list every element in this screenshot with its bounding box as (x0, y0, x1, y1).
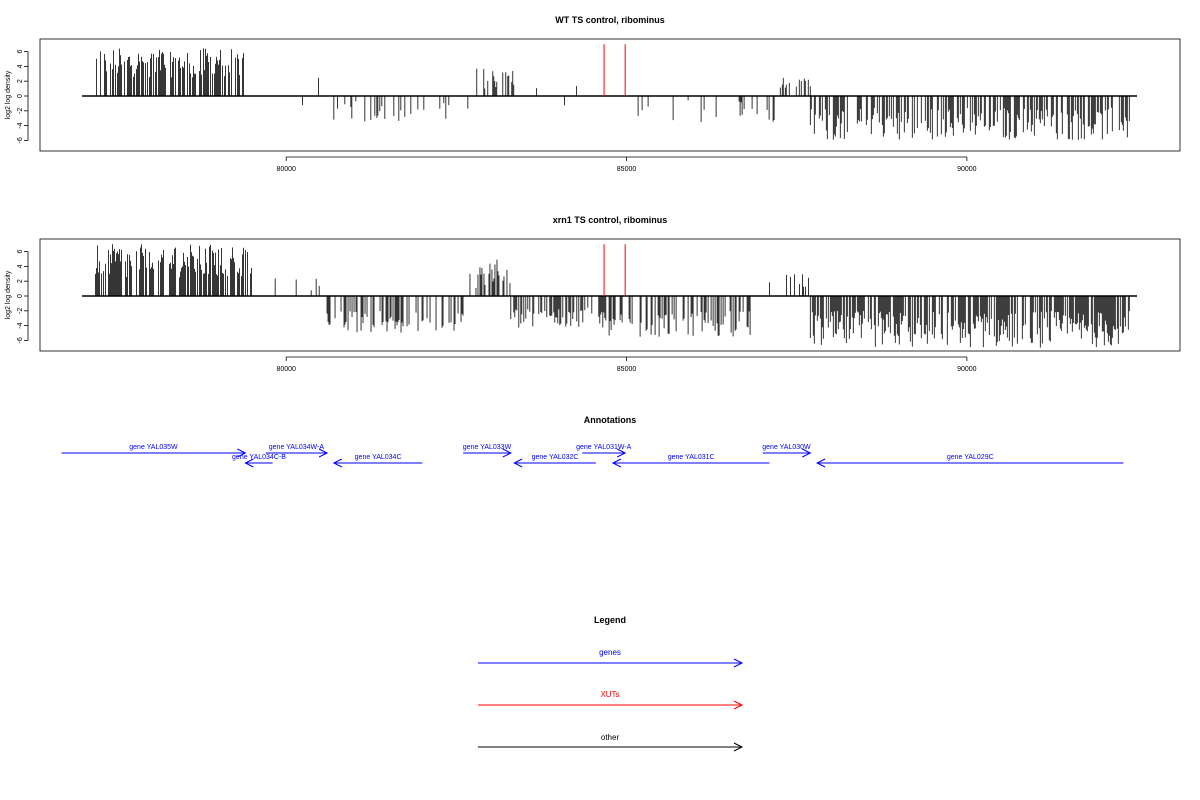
gene-arrow-head (237, 448, 247, 458)
y-axis: -6 -4 -2 0 2 4 6 (17, 250, 29, 344)
gene-annotation: gene YAL033W (463, 444, 512, 458)
x-tick-label: 90000 (957, 166, 977, 173)
gene-label: gene YAL034C (355, 454, 402, 461)
annotations-track: Annotations gene YAL035W gene YAL034W-Age… (61, 415, 1124, 468)
gene-annotation: gene YAL034C-B (232, 454, 286, 468)
gene-label: gene YAL035W (129, 444, 178, 451)
annotations-title: Annotations (584, 415, 637, 425)
wt-density-panel: WT TS control, ribominus log2 log densit… (5, 15, 1181, 173)
panel-title: xrn1 TS control, ribominus (553, 215, 668, 225)
y-tick-label: 6 (17, 50, 24, 54)
x-tick-label: 80000 (276, 166, 296, 173)
x-tick-label: 85000 (617, 366, 637, 373)
gene-label: gene YAL034W-A (269, 444, 325, 451)
y-tick-label: 4 (17, 64, 24, 68)
gene-label: gene YAL029C (947, 454, 994, 461)
legend-label: other (601, 733, 620, 742)
y-tick-label: -2 (17, 108, 24, 114)
legend-label: genes (599, 648, 621, 657)
y-tick-label: 0 (17, 94, 24, 98)
legend-arrow-head (733, 700, 744, 710)
legend-arrow-head (733, 658, 744, 668)
gene-arrow-head (815, 458, 826, 468)
gene-annotation: gene YAL032C (513, 454, 596, 468)
y-tick-label: 4 (17, 264, 24, 268)
legend: Legend genes XUTs other (478, 615, 744, 752)
y-tick-label: -6 (17, 137, 24, 143)
y-axis-label: log2 log density (5, 70, 12, 119)
gene-annotation: gene YAL030W (762, 444, 812, 458)
gene-label: gene YAL034C-B (232, 454, 286, 461)
gene-arrow-head (244, 458, 254, 468)
gene-annotation: gene YAL034C (332, 454, 423, 468)
plot-frame (39, 38, 1181, 152)
gene-annotation: gene YAL029C (815, 454, 1124, 468)
y-axis: -6 -4 -2 0 2 4 6 (17, 50, 29, 144)
y-tick-label: 2 (17, 279, 24, 283)
gene-label: gene YAL033W (463, 444, 512, 451)
legend-item-xuts: XUTs (478, 690, 744, 710)
legend-item-other: other (478, 733, 744, 752)
legend-label: XUTs (600, 690, 619, 699)
xrn1-density-panel: xrn1 TS control, ribominus log2 log dens… (5, 215, 1181, 373)
gene-label: gene YAL031C (668, 454, 715, 461)
panel-title: WT TS control, ribominus (555, 15, 665, 25)
legend-arrow-head (733, 742, 744, 752)
x-axis: 80000 85000 90000 (276, 356, 977, 373)
x-axis: 80000 85000 90000 (276, 156, 977, 173)
gene-annotation: gene YAL031C (611, 454, 770, 468)
plot-frame (39, 238, 1181, 352)
gene-arrow-head (802, 448, 812, 458)
gene-arrow-head (502, 448, 512, 458)
gene-arrows: gene YAL035W gene YAL034W-A gene YAL034C-B… (61, 444, 1124, 468)
gene-annotation: gene YAL035W (61, 444, 247, 458)
gene-arrow-head (611, 458, 622, 468)
y-tick-label: 0 (17, 294, 24, 298)
legend-title: Legend (594, 615, 626, 625)
gene-label: gene YAL031W-A (576, 444, 632, 451)
density-bars (82, 44, 1137, 140)
gene-label: gene YAL030W (762, 444, 811, 451)
density-bars (82, 244, 1137, 348)
y-tick-label: -6 (17, 337, 24, 343)
x-tick-label: 90000 (957, 366, 977, 373)
y-tick-label: 6 (17, 250, 24, 254)
y-tick-label: -4 (17, 122, 24, 128)
gene-arrow-head (513, 458, 523, 468)
y-tick-label: -4 (17, 322, 24, 328)
legend-item-genes: genes (478, 648, 744, 668)
gene-arrow-head (332, 458, 343, 468)
x-tick-label: 80000 (276, 366, 296, 373)
gene-arrow-head (616, 448, 627, 458)
y-tick-label: 2 (17, 79, 24, 83)
y-axis-label: log2 log density (5, 270, 12, 319)
gene-annotation: gene YAL034W-A (265, 444, 329, 458)
gene-annotation: gene YAL031W-A (576, 444, 632, 458)
y-tick-label: -2 (17, 308, 24, 314)
x-tick-label: 85000 (617, 166, 637, 173)
gene-arrow-head (318, 448, 329, 458)
gene-label: gene YAL032C (532, 454, 579, 461)
